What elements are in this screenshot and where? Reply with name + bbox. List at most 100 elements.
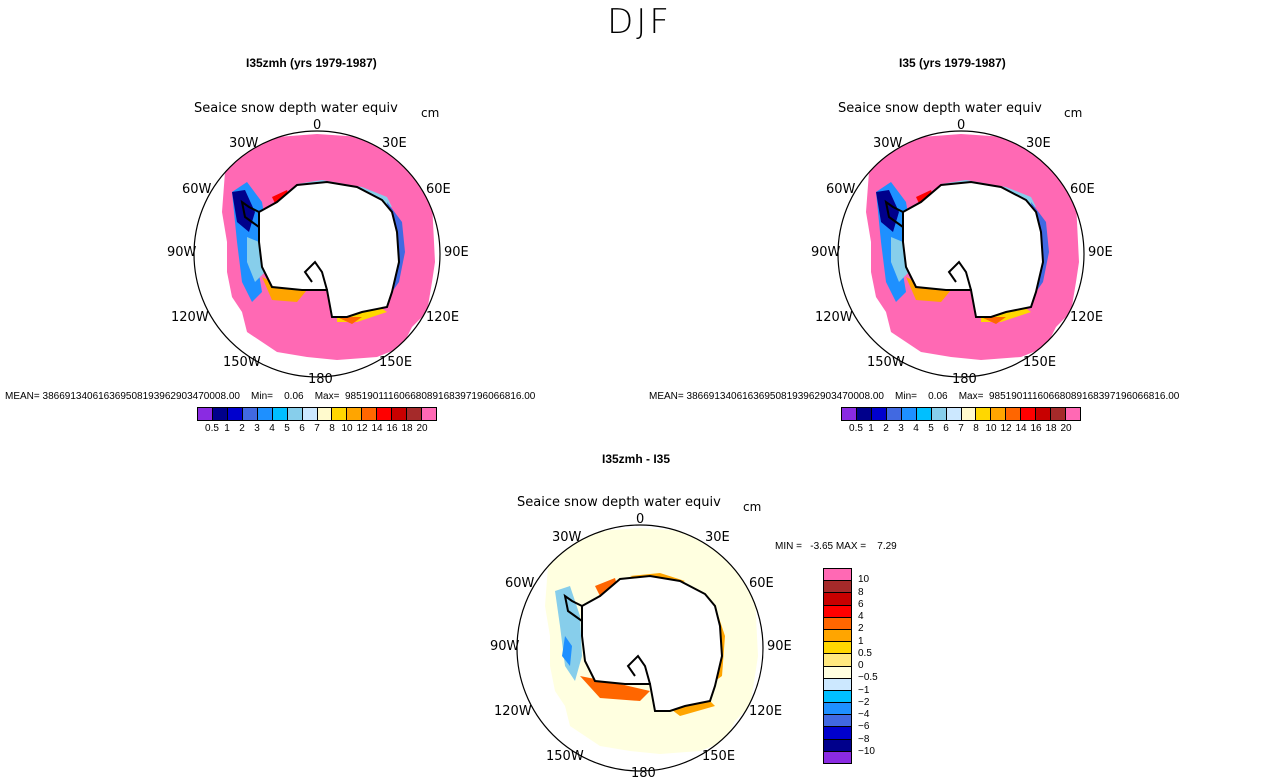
panel-2-lon-60e: 60E	[1070, 182, 1095, 197]
colorbar-swatch	[824, 593, 851, 606]
panel-2-lon-150e: 150E	[1023, 355, 1057, 370]
colorbar-tick-label: 1	[858, 635, 864, 647]
colorbar-swatch	[824, 703, 851, 716]
panel-2-title: I35 (yrs 1979-1987)	[899, 56, 1006, 70]
colorbar-swatch	[287, 408, 303, 420]
colorbar-swatch	[824, 678, 851, 691]
panel-1-lon-30e: 30E	[382, 136, 407, 151]
panel-3-stats: MIN = -3.65 MAX = 7.29	[775, 541, 897, 552]
panel-1-colorbar-labels: 0.5 1 2 3 4 5 6 7 8 10 12 14 16 18 20	[197, 423, 437, 435]
colorbar-tick-label: 3	[254, 423, 260, 434]
colorbar-swatch	[886, 408, 902, 420]
colorbar-tick-label: 4	[858, 611, 864, 622]
panel-3-lon-150w: 150W	[546, 749, 584, 764]
colorbar-swatch	[824, 727, 851, 740]
colorbar-tick-label: 6	[858, 598, 864, 610]
colorbar-tick-label: 4	[913, 423, 919, 434]
panel-3-colorbar-labels: 10 8 6 4 2 1 0.5 0 −0.5 −1 −2 −4 −6 −8 −10	[858, 568, 918, 764]
colorbar-tick-label: 4	[269, 423, 275, 434]
panel-2-lon-30w: 30W	[873, 136, 903, 151]
colorbar-tick-label: 3	[898, 423, 904, 434]
colorbar-tick-label: 7	[314, 423, 320, 434]
colorbar-swatch	[991, 408, 1007, 420]
colorbar-swatch	[931, 408, 947, 420]
colorbar-tick-label: 5	[928, 423, 934, 434]
panel-2-lon-90w: 90W	[811, 245, 841, 260]
colorbar-swatch	[824, 751, 851, 763]
panel-2-lon-60w: 60W	[826, 182, 856, 197]
colorbar-swatch	[824, 617, 851, 630]
colorbar-swatch	[961, 408, 977, 420]
panel-1-lon-30w: 30W	[229, 136, 259, 151]
panel-3-lon-90w: 90W	[490, 639, 520, 654]
colorbar-swatch	[824, 629, 851, 643]
colorbar-swatch	[1006, 408, 1022, 420]
colorbar-swatch	[824, 569, 851, 582]
colorbar-tick-label: −6	[858, 721, 870, 733]
colorbar-tick-label: 8	[973, 423, 979, 434]
colorbar-swatch	[856, 408, 872, 420]
panel-1-variable-name: Seaice snow depth water equiv	[194, 101, 398, 116]
colorbar-tick-label: −4	[858, 709, 870, 720]
colorbar-swatch	[242, 408, 258, 420]
colorbar-swatch	[824, 739, 851, 752]
panel-1-lon-60e: 60E	[426, 182, 451, 197]
colorbar-tick-label: 8	[329, 423, 335, 434]
panel-3-lon-90e: 90E	[767, 639, 792, 654]
panel-3-colorbar	[823, 568, 852, 764]
colorbar-tick-label: 14	[1015, 423, 1027, 434]
colorbar-tick-label: 10	[858, 574, 870, 586]
panel-1-lon-150w: 150W	[223, 355, 261, 370]
colorbar-swatch	[347, 408, 363, 420]
panel-1-polar-map	[193, 130, 441, 378]
colorbar-swatch	[1066, 408, 1080, 420]
colorbar-tick-label: −10	[858, 745, 875, 757]
colorbar-tick-label: 12	[356, 423, 368, 434]
colorbar-tick-label: −1	[858, 684, 870, 696]
colorbar-swatch	[362, 408, 378, 420]
colorbar-swatch	[871, 408, 887, 420]
colorbar-swatch	[257, 408, 273, 420]
colorbar-swatch	[824, 642, 851, 655]
panel-3-title: I35zmh - I35	[602, 452, 671, 466]
colorbar-tick-label: 16	[1030, 423, 1042, 434]
panel-1-units: cm	[421, 106, 440, 120]
colorbar-tick-label: 10	[985, 423, 997, 434]
panel-3-lon-150e: 150E	[702, 749, 736, 764]
colorbar-tick-label: 0.5	[849, 423, 863, 434]
panel-2-lon-120e: 120E	[1070, 310, 1104, 325]
panel-3-lon-180: 180	[631, 766, 656, 781]
colorbar-swatch	[392, 408, 408, 420]
panel-3-variable-name: Seaice snow depth water equiv	[517, 495, 721, 510]
colorbar-swatch	[824, 581, 851, 594]
panel-1-antarctica	[258, 180, 401, 318]
colorbar-tick-label: 14	[371, 423, 383, 434]
colorbar-tick-label: 18	[401, 423, 413, 434]
colorbar-swatch	[317, 408, 333, 420]
colorbar-tick-label: −0.5	[858, 672, 878, 684]
colorbar-tick-label: 7	[958, 423, 964, 434]
panel-1-lon-60w: 60W	[182, 182, 212, 197]
colorbar-swatch	[824, 715, 851, 728]
colorbar-tick-label: 1	[868, 423, 874, 434]
panel-1-lon-90e: 90E	[444, 245, 469, 260]
colorbar-tick-label: 2	[239, 423, 245, 434]
panel-3-lon-60w: 60W	[505, 576, 535, 591]
colorbar-swatch	[916, 408, 932, 420]
panel-1-lon-90w: 90W	[167, 245, 197, 260]
panel-3-antarctica	[581, 574, 724, 712]
colorbar-swatch	[842, 408, 857, 420]
panel-2-colorbar-labels: 0.5 1 2 3 4 5 6 7 8 10 12 14 16 18 20	[841, 423, 1081, 435]
panel-1-lon-120e: 120E	[426, 310, 460, 325]
colorbar-tick-label: 1	[224, 423, 230, 434]
colorbar-swatch	[198, 408, 213, 420]
colorbar-tick-label: 20	[1060, 423, 1072, 434]
panel-3-polar-map	[516, 524, 764, 772]
colorbar-tick-label: 18	[1045, 423, 1057, 434]
colorbar-swatch	[901, 408, 917, 420]
colorbar-tick-label: −2	[858, 696, 870, 708]
colorbar-swatch	[302, 408, 318, 420]
panel-1-lon-0: 0	[313, 118, 322, 133]
colorbar-tick-label: 16	[386, 423, 398, 434]
colorbar-swatch	[422, 408, 436, 420]
